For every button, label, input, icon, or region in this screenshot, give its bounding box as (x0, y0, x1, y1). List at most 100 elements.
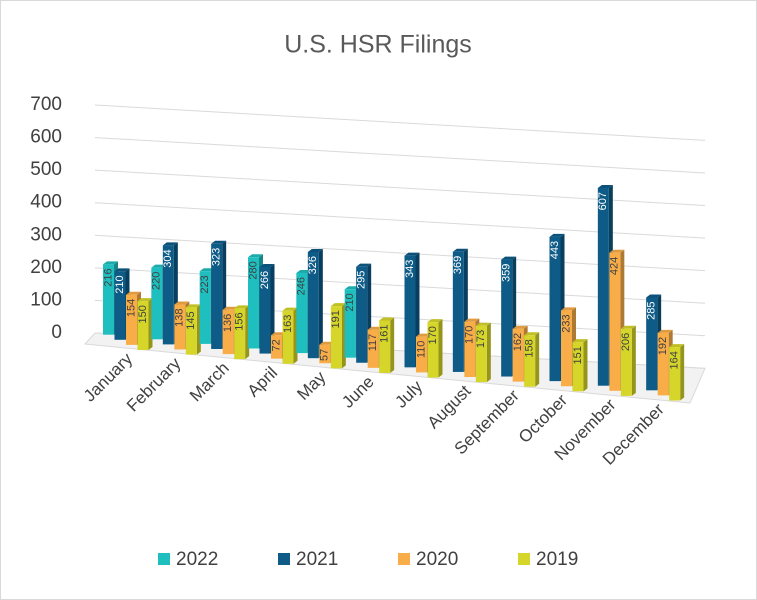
bar-top (475, 322, 491, 326)
value-label: 266 (259, 271, 271, 289)
bar-top (151, 264, 167, 268)
value-label: 220 (151, 272, 163, 290)
bar-top (126, 291, 141, 295)
legend-label: 2020 (416, 549, 458, 570)
bar (379, 320, 391, 373)
bar (646, 297, 658, 391)
value-label: 154 (125, 299, 137, 317)
value-label: 216 (102, 268, 114, 286)
legend-swatch (158, 553, 170, 565)
value-label: 233 (560, 314, 572, 332)
bar (597, 188, 609, 386)
bar-top (330, 303, 346, 307)
bar-top (404, 252, 420, 256)
bar-top (234, 305, 250, 309)
value-label: 145 (185, 311, 197, 329)
bar (162, 245, 174, 345)
bar-top (282, 307, 298, 311)
bar-side (270, 263, 275, 354)
bar (114, 271, 126, 340)
value-label: 164 (669, 351, 681, 369)
bar (464, 321, 476, 378)
value-label: 285 (646, 301, 658, 319)
value-label: 424 (609, 257, 621, 275)
bar (103, 264, 114, 335)
bar-top (248, 254, 263, 258)
bar (549, 236, 561, 382)
bar-top (103, 261, 118, 265)
value-label: 161 (379, 325, 391, 343)
chart-title: U.S. HSR Filings (284, 31, 472, 59)
bar (330, 306, 342, 369)
bar-side (631, 325, 636, 396)
bar-top (669, 344, 685, 348)
y-tick-label: 200 (30, 257, 62, 278)
bar-top (501, 256, 517, 260)
value-label: 295 (356, 271, 368, 289)
value-label: 57 (319, 349, 331, 361)
bar-top (259, 263, 275, 267)
value-label: 280 (247, 261, 259, 279)
bar (211, 243, 223, 349)
bar-top (416, 333, 431, 337)
bar (561, 310, 572, 387)
bar-top (162, 242, 178, 246)
value-label: 173 (475, 330, 487, 348)
bar-top (464, 318, 480, 322)
y-tick-label: 600 (30, 127, 62, 148)
value-label: 210 (114, 275, 126, 293)
bar-top (174, 301, 190, 305)
bar (669, 347, 681, 401)
bar (259, 266, 271, 354)
value-label: 607 (597, 192, 609, 210)
bar-top (367, 326, 383, 330)
bar (344, 289, 356, 358)
value-label: 206 (620, 333, 632, 351)
bar (222, 309, 234, 355)
value-label: 156 (234, 312, 246, 330)
y-tick-label: 300 (30, 224, 62, 245)
bar-top (307, 248, 323, 252)
bar (620, 328, 632, 396)
bar-top (222, 306, 238, 310)
bar-top (211, 240, 227, 244)
value-label: 369 (452, 256, 464, 274)
grid-line (94, 104, 706, 141)
value-label: 117 (367, 334, 379, 352)
value-label: 170 (427, 326, 439, 344)
bar (452, 251, 464, 372)
bar (151, 267, 163, 340)
bar (319, 344, 331, 364)
value-label: 192 (657, 337, 669, 355)
value-label: 343 (404, 260, 416, 278)
bar (427, 322, 439, 378)
bar-top (609, 249, 625, 253)
bar (416, 336, 427, 373)
bar-side (583, 339, 588, 392)
bar (199, 271, 211, 344)
bar (524, 335, 536, 387)
bar-top (356, 263, 372, 267)
bar-top (452, 248, 468, 252)
bar-top (427, 319, 443, 323)
bar (512, 328, 524, 382)
bar-top (319, 341, 335, 345)
bar (248, 257, 259, 349)
value-label: 158 (524, 339, 536, 357)
y-tick-label: 400 (30, 192, 62, 213)
bar (271, 335, 282, 359)
value-label: 210 (344, 293, 356, 311)
y-tick-label: 100 (30, 289, 62, 310)
bar-side (486, 322, 491, 383)
bar (296, 272, 308, 354)
grid-line (94, 137, 706, 174)
value-label: 191 (330, 310, 342, 328)
bar-side (318, 248, 323, 359)
bar (501, 259, 513, 377)
bar (657, 332, 669, 396)
value-label: 326 (307, 256, 319, 274)
bar (367, 329, 379, 368)
bar-top (512, 325, 528, 329)
value-label: 304 (162, 249, 174, 267)
bar (234, 308, 246, 360)
